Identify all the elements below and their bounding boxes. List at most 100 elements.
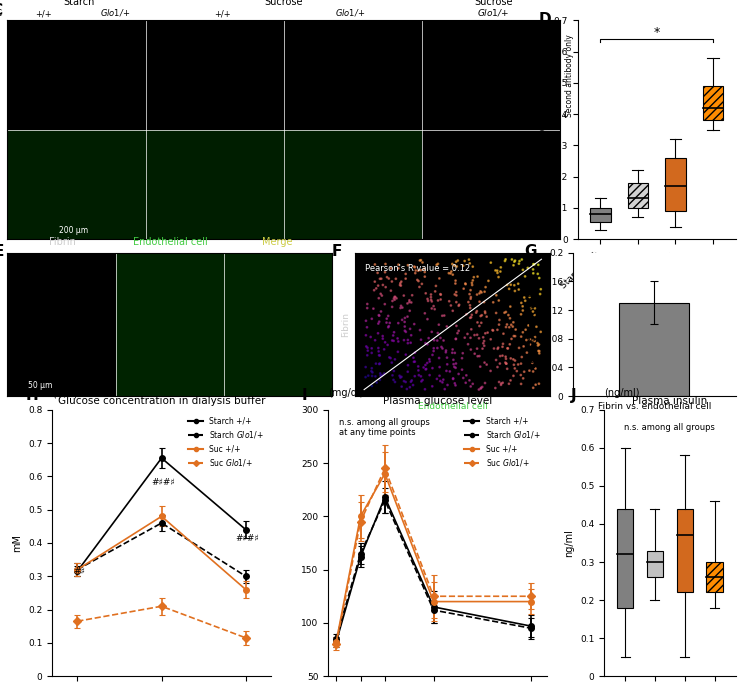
Point: [402, 261, 414, 272]
Point: [431, 284, 443, 295]
Point: [465, 333, 477, 344]
Point: [462, 350, 474, 361]
Point: [481, 380, 493, 391]
Point: [455, 377, 467, 388]
Point: [395, 349, 407, 360]
Point: [441, 266, 453, 277]
Point: [374, 327, 386, 338]
Point: [399, 267, 411, 278]
Point: [447, 280, 458, 291]
Title: Plasma insulin: Plasma insulin: [632, 396, 707, 406]
Point: [485, 318, 497, 329]
Point: [446, 298, 458, 309]
Point: [510, 319, 522, 330]
Point: [447, 315, 458, 326]
Point: [482, 298, 494, 309]
Point: [467, 261, 479, 272]
Point: [462, 257, 474, 268]
Point: [420, 302, 432, 313]
Point: [531, 268, 542, 279]
Point: [424, 269, 436, 280]
Point: [380, 373, 392, 384]
Point: [426, 284, 438, 295]
Point: [429, 380, 441, 391]
Point: [425, 373, 437, 384]
Point: [436, 286, 448, 297]
Point: [383, 312, 395, 323]
Point: [406, 361, 418, 372]
Point: [432, 292, 444, 303]
Point: [489, 290, 501, 301]
Text: Endothelial cell: Endothelial cell: [132, 237, 207, 247]
Point: [461, 344, 473, 354]
Point: [389, 261, 401, 272]
Point: [366, 346, 378, 357]
Point: [470, 320, 482, 331]
Point: [420, 331, 432, 342]
Point: [385, 376, 397, 387]
Point: [441, 383, 453, 394]
Point: [366, 326, 377, 337]
Text: J: J: [571, 389, 577, 404]
Point: [359, 272, 371, 283]
Point: [366, 334, 377, 345]
Point: [381, 362, 393, 373]
Point: [372, 257, 383, 268]
Point: [513, 367, 525, 378]
Point: [506, 380, 518, 391]
Point: [484, 260, 496, 271]
Point: [501, 298, 513, 309]
Point: [448, 326, 460, 337]
Point: [358, 327, 370, 338]
Point: [418, 263, 430, 274]
Point: [498, 292, 510, 303]
Point: [526, 276, 538, 287]
Point: [494, 260, 506, 270]
Point: [528, 364, 539, 375]
Point: [438, 367, 450, 378]
Point: [519, 281, 531, 292]
Point: [473, 350, 484, 361]
X-axis label: Endothelial cell: Endothelial cell: [418, 402, 487, 410]
Point: [505, 273, 517, 284]
Point: [533, 339, 545, 350]
Text: +/+: +/+: [215, 10, 231, 18]
Point: [511, 309, 523, 320]
Point: [475, 333, 487, 344]
Point: [392, 358, 404, 369]
Text: 200 μm: 200 μm: [59, 225, 88, 235]
Point: [467, 275, 479, 286]
Point: [505, 350, 517, 361]
Point: [380, 307, 392, 318]
Point: [493, 382, 504, 393]
Point: [364, 274, 376, 285]
Point: [439, 296, 451, 307]
Point: [431, 303, 443, 313]
Point: [437, 317, 449, 328]
Point: [527, 360, 539, 371]
Point: [440, 257, 452, 268]
Point: [466, 357, 478, 368]
Point: [527, 356, 539, 367]
Point: [470, 378, 481, 389]
Point: [389, 315, 401, 326]
Text: $Glo1$/+: $Glo1$/+: [335, 8, 365, 18]
Point: [431, 351, 443, 362]
Point: [438, 261, 450, 272]
Text: Sucrose: Sucrose: [474, 0, 513, 8]
Point: [434, 346, 446, 357]
Point: [367, 365, 379, 376]
Point: [502, 344, 514, 355]
Point: [499, 257, 510, 268]
Point: [464, 300, 476, 311]
Text: Fibrin: Fibrin: [49, 237, 76, 247]
Point: [426, 329, 438, 339]
Point: [510, 273, 522, 283]
Point: [392, 382, 403, 393]
Point: [393, 276, 405, 287]
Point: [372, 370, 383, 381]
Point: [424, 277, 436, 288]
Point: [395, 277, 407, 288]
Point: [514, 276, 526, 287]
Point: [413, 294, 425, 305]
